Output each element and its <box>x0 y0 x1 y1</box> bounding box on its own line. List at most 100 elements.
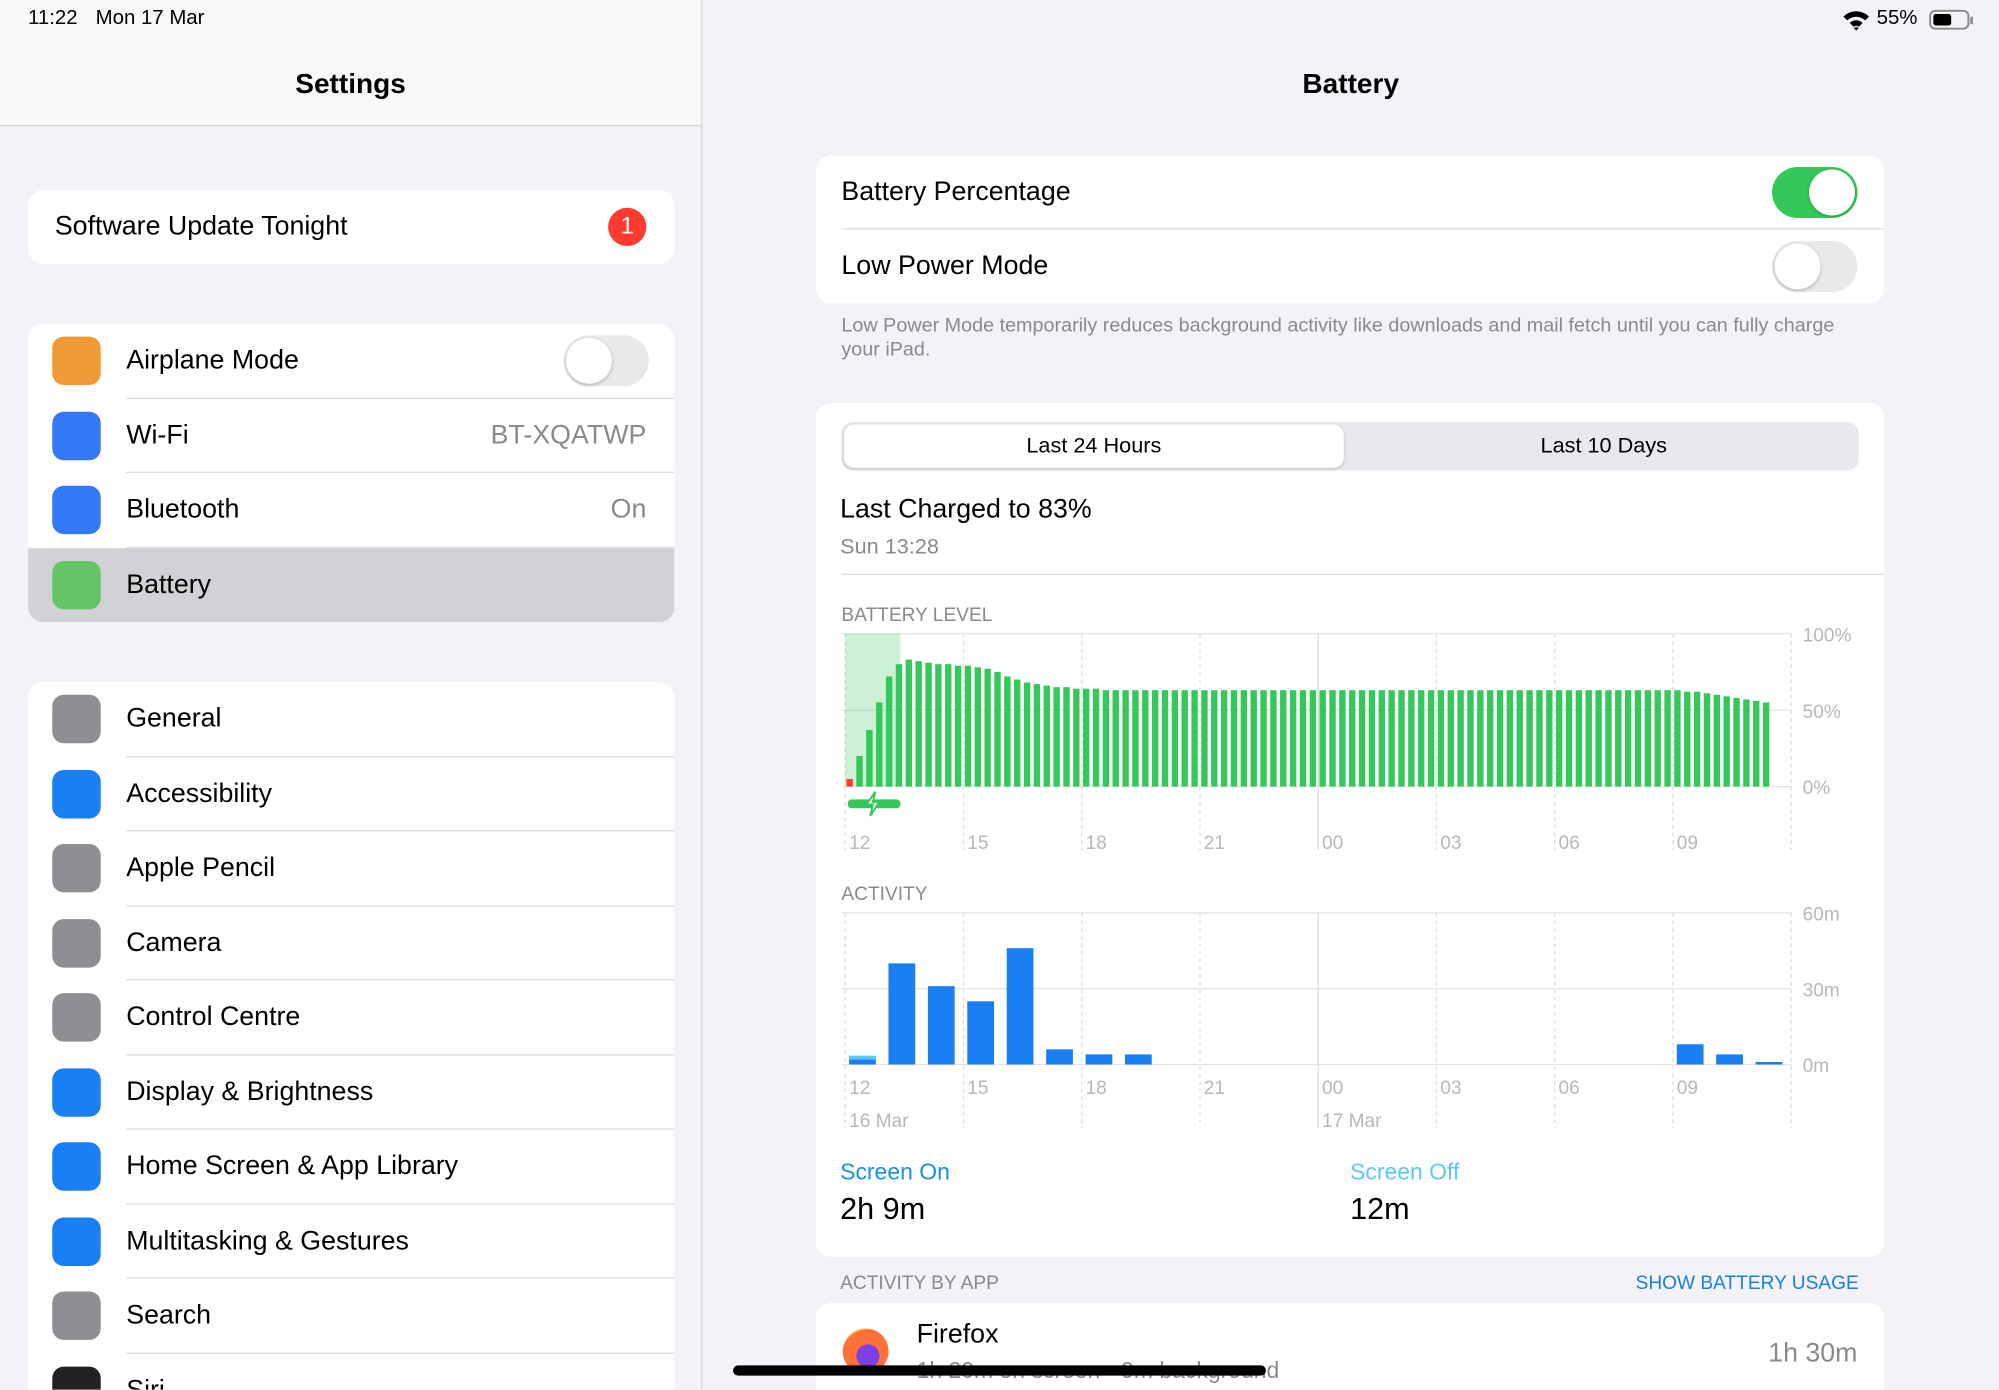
battery-bar <box>1585 690 1592 787</box>
chart-title: ACTIVITY <box>841 883 928 906</box>
x-tick-label: 18 <box>1086 833 1107 854</box>
battery-bar <box>1762 702 1770 787</box>
settings-row[interactable]: Display & Brightness <box>28 1055 675 1130</box>
toggle[interactable] <box>1772 240 1858 292</box>
settings-row[interactable]: Home Screen & App Library <box>28 1130 675 1205</box>
battery-bar <box>1575 690 1583 787</box>
separator <box>126 979 675 981</box>
battery-bar <box>1644 690 1652 787</box>
battery-bar <box>1555 690 1563 787</box>
settings-row[interactable]: Battery <box>28 547 675 623</box>
tab[interactable]: Last 10 Days <box>1540 433 1668 458</box>
settings-row[interactable]: Siri <box>28 1353 674 1390</box>
activity-bar <box>1124 1054 1152 1065</box>
x-tick-label: 21 <box>1204 1078 1225 1099</box>
legend-screen-off: Screen Off <box>1350 1158 1460 1185</box>
battery-bar <box>1329 690 1336 787</box>
battery-bar <box>1496 690 1504 787</box>
battery-bar <box>1112 690 1119 787</box>
separator <box>126 904 675 906</box>
row-icon <box>52 843 101 893</box>
settings-row[interactable]: Search <box>28 1279 675 1354</box>
battery-bar <box>1516 690 1523 787</box>
toggle[interactable] <box>1772 167 1858 219</box>
x-tick-label: 03 <box>1440 833 1461 854</box>
battery-bar <box>1014 679 1021 787</box>
row-icon <box>52 485 101 535</box>
legend-screen-on: Screen On <box>840 1158 950 1185</box>
settings-row[interactable]: Camera <box>28 906 675 981</box>
battery-bar <box>1023 682 1031 787</box>
last-charged: Last Charged to 83% <box>840 494 1092 524</box>
update-card[interactable]: Software Update Tonight 1 <box>28 189 675 264</box>
battery-bar <box>1358 690 1366 787</box>
settings-row[interactable]: Bluetooth On <box>28 473 675 548</box>
battery-bar <box>1250 690 1257 787</box>
settings-row[interactable]: Wi-Fi BT-XQATWP <box>28 398 675 473</box>
section-header: ACTIVITY BY APP <box>840 1272 999 1294</box>
x-tick-label: 06 <box>1559 1078 1580 1099</box>
battery-bar <box>1299 690 1307 787</box>
activity-bar <box>1755 1061 1783 1065</box>
battery-bar <box>1674 690 1681 787</box>
battery-bar <box>994 671 1001 787</box>
sidebar-title: Settings <box>295 67 406 100</box>
settings-group: Airplane Mode Wi-Fi BT-XQATWP Bluetooth On Ba… <box>28 323 675 623</box>
separator <box>126 755 675 757</box>
battery-bar <box>1654 690 1661 787</box>
row-label: Apple Pencil <box>126 852 276 883</box>
update-label: Software Update Tonight <box>54 211 348 241</box>
battery-bar <box>1181 690 1188 787</box>
battery-bar <box>1733 697 1740 787</box>
battery-bar <box>925 662 932 787</box>
y-tick-label: 0m <box>1803 1056 1830 1077</box>
status-time: 11:22 <box>28 7 78 30</box>
battery-bar <box>945 664 952 787</box>
battery-bar <box>1467 690 1474 787</box>
settings-group: General Accessibility Apple Pencil Camera Co… <box>28 682 675 1390</box>
battery-bar <box>1624 690 1632 787</box>
x-tick-label: 09 <box>1677 833 1698 854</box>
battery-bar <box>1083 688 1090 787</box>
settings-row[interactable]: Accessibility <box>28 757 675 832</box>
battery-bar <box>1408 690 1415 787</box>
row-icon <box>52 1366 101 1390</box>
y-tick-label: 50% <box>1803 702 1841 723</box>
battery-bar <box>1684 691 1691 787</box>
battery-bar <box>905 659 913 787</box>
separator <box>126 1202 675 1205</box>
battery-bar <box>984 668 991 787</box>
activity-bar <box>849 1059 876 1065</box>
date-label: 17 Mar <box>1322 1111 1382 1132</box>
screen-off-value: 12m <box>1350 1192 1410 1227</box>
row-label: Multitasking & Gestures <box>126 1225 409 1256</box>
battery-bar <box>895 664 903 787</box>
battery-bar <box>1723 696 1730 787</box>
screen-on-value: 2h 9m <box>840 1192 926 1227</box>
x-tick-label: 06 <box>1559 833 1580 854</box>
battery-bar <box>1122 690 1129 787</box>
settings-row[interactable]: Airplane Mode <box>28 324 675 399</box>
x-tick-label: 15 <box>967 833 988 854</box>
battery-bar <box>1743 699 1750 787</box>
battery-bar <box>1477 690 1484 787</box>
tab[interactable]: Last 24 Hours <box>843 424 1344 468</box>
battery-bar <box>1240 690 1248 787</box>
home-indicator <box>733 1365 1266 1376</box>
battery-bar <box>885 676 893 787</box>
status-battery: 55% <box>1876 7 1918 30</box>
battery-bar <box>1309 690 1317 787</box>
battery-bar <box>1043 685 1050 787</box>
row-label: General <box>126 703 222 734</box>
detail-title: Battery <box>1302 67 1400 100</box>
battery-bar <box>1161 690 1169 787</box>
toggle-knob <box>1774 243 1821 290</box>
settings-row[interactable]: Apple Pencil <box>28 831 675 906</box>
settings-row[interactable]: Multitasking & Gestures <box>28 1204 675 1279</box>
settings-row[interactable]: Control Centre <box>28 980 675 1055</box>
show-battery-usage[interactable]: SHOW BATTERY USAGE <box>1635 1272 1859 1294</box>
row-label: Control Centre <box>126 1002 301 1032</box>
settings-row[interactable]: General <box>28 682 675 757</box>
toggle[interactable] <box>563 335 649 387</box>
